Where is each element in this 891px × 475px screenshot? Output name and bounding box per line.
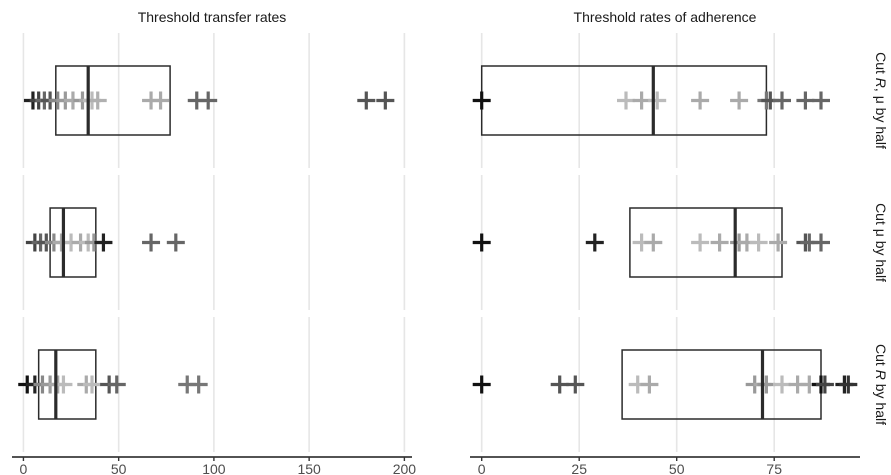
x-tick-label: 150 bbox=[297, 461, 321, 475]
column-title-2: Threshold rates of adherence bbox=[574, 9, 757, 25]
strip-label-part: Cut bbox=[873, 344, 889, 370]
x-tick-label: 25 bbox=[571, 461, 587, 475]
strip-label-2: Cut μ by half bbox=[873, 203, 889, 282]
column-title-1: Threshold transfer rates bbox=[138, 9, 287, 25]
strip-label-part: R bbox=[873, 370, 889, 380]
x-tick-label: 100 bbox=[202, 461, 226, 475]
strip-label-1: Cut R, μ by half bbox=[873, 52, 889, 149]
strip-label-part: , μ by half bbox=[873, 88, 889, 149]
strip-label-part: by half bbox=[873, 380, 889, 425]
x-tick-label: 0 bbox=[478, 461, 486, 475]
strip-label-part: Cut μ by half bbox=[873, 203, 889, 282]
x-tick-label: 200 bbox=[393, 461, 417, 475]
x-tick-label: 50 bbox=[111, 461, 127, 475]
strip-label-part: R bbox=[873, 78, 889, 88]
strip-label-3: Cut R by half bbox=[873, 344, 889, 425]
strip-label-part: Cut bbox=[873, 52, 889, 78]
x-tick-label: 75 bbox=[766, 461, 782, 475]
x-tick-label: 0 bbox=[20, 461, 28, 475]
x-tick-label: 50 bbox=[669, 461, 685, 475]
